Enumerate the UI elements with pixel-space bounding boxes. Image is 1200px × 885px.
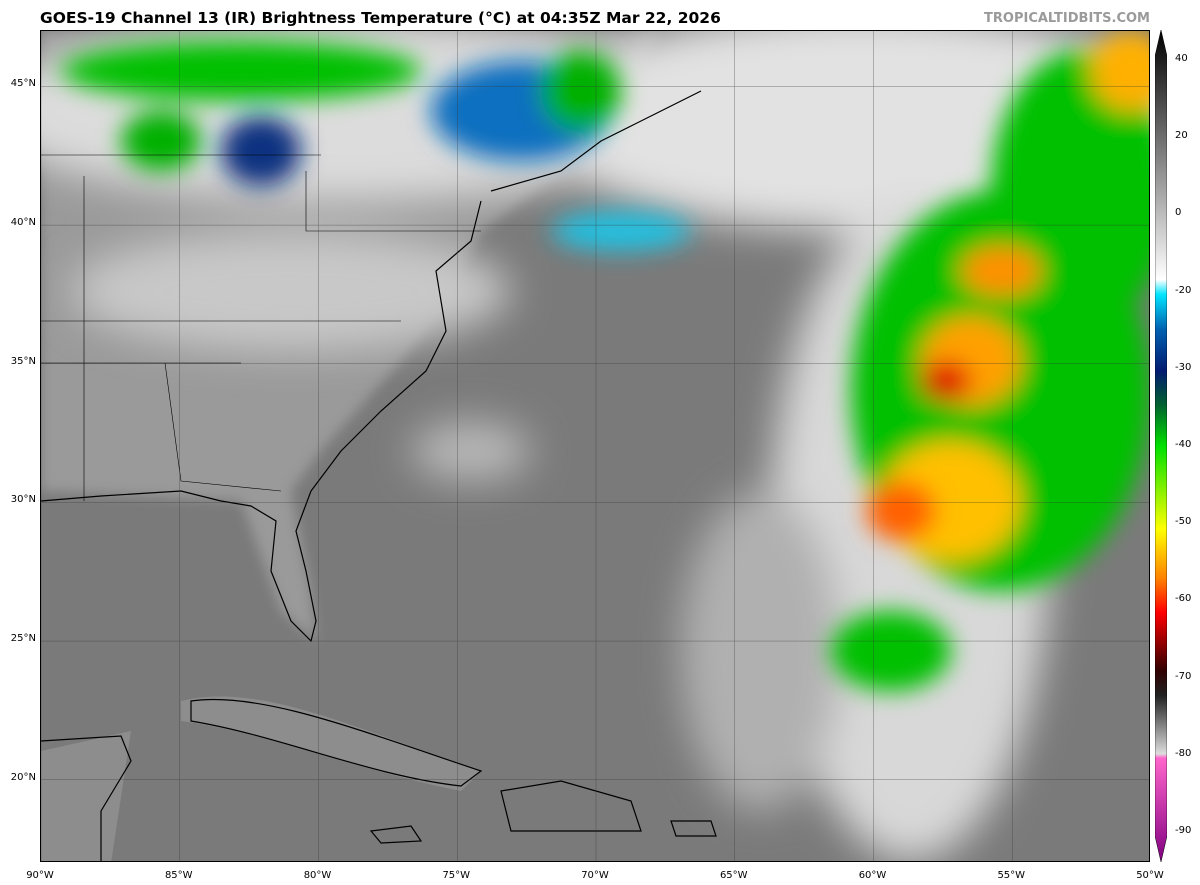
latitude-label: 35°N [10,355,36,367]
colorbar-tick-label: -40 [1175,439,1192,450]
longitude-label: 50°W [1136,870,1164,881]
colorbar-tick-label: 20 [1175,130,1188,142]
brand-watermark: TROPICALTIDBITS.COM [984,11,1150,26]
longitude-label: 65°W [719,870,748,881]
colorbar-tick-label: 40 [1175,53,1188,64]
latitude-label: 20°N [10,771,36,783]
latitude-label: 40°N [10,217,36,229]
graticule [41,31,1149,861]
state-borders [41,154,481,501]
latitude-label: 30°N [10,494,36,506]
colorbar-tick-label: -20 [1175,284,1192,296]
satellite-map [40,30,1150,862]
latitude-label: 45°N [10,78,36,90]
map-layer [41,31,1149,861]
colorbar [1155,30,1167,862]
longitude-label: 55°W [997,870,1026,881]
cold-cloud-tops [61,31,1149,691]
colorbar-tick-label: -70 [1175,670,1192,682]
longitude-label: 90°W [26,870,54,881]
colorbar-tick-label: 0 [1175,207,1182,219]
longitude-label: 80°W [303,870,332,881]
map-title: GOES-19 Channel 13 (IR) Brightness Tempe… [40,9,721,27]
latitude-label: 25°N [10,633,36,645]
coastlines [41,90,717,861]
longitude-label: 70°W [581,870,609,881]
colorbar-tick-label: -30 [1175,361,1192,373]
colorbar-tick-label: -60 [1175,593,1192,605]
longitude-label: 85°W [164,870,193,881]
colorbar-tick-label: -80 [1175,747,1192,759]
longitude-label: 60°W [858,870,887,881]
colorbar-tick-label: -50 [1175,516,1192,528]
colorbar-tick-label: -90 [1175,825,1192,836]
longitude-label: 75°W [442,870,471,881]
